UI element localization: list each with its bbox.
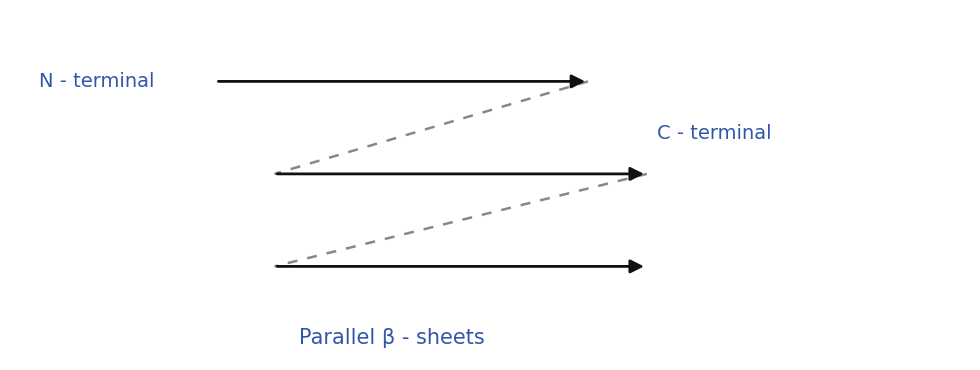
Text: Parallel β - sheets: Parallel β - sheets [299,328,485,348]
Text: N - terminal: N - terminal [39,72,155,91]
Text: C - terminal: C - terminal [657,124,771,143]
